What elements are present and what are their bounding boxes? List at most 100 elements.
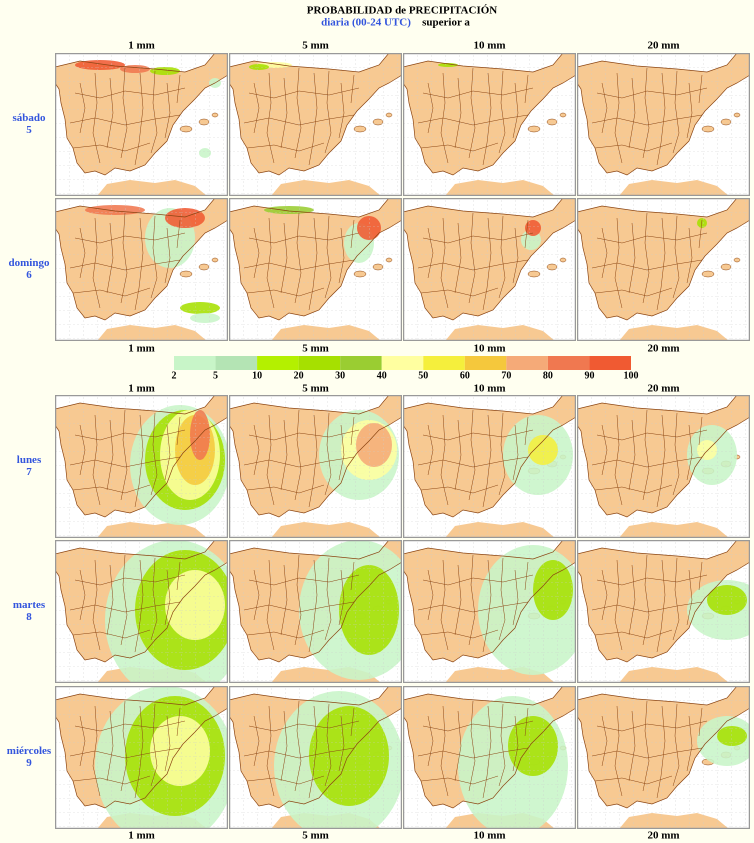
province-border <box>672 557 680 641</box>
map-panel <box>577 53 750 196</box>
province-border <box>417 601 529 613</box>
province-border <box>74 720 186 732</box>
province-border <box>74 232 186 244</box>
province-border <box>74 429 186 441</box>
map-panel <box>229 540 402 683</box>
province-border <box>440 705 449 797</box>
province-border <box>642 700 650 792</box>
map-panel <box>577 395 750 538</box>
province-border <box>164 82 171 139</box>
province-border <box>482 217 492 311</box>
grid <box>403 53 576 196</box>
grid <box>229 540 402 683</box>
panel-border <box>577 540 750 683</box>
column-label: 5 mm <box>302 830 329 842</box>
coastline <box>403 198 576 321</box>
province-border <box>420 484 499 494</box>
legend-tick-label: 20 <box>294 370 304 381</box>
coastline <box>55 540 228 663</box>
province-border <box>324 412 332 496</box>
coastline <box>403 395 576 518</box>
province-border <box>614 414 623 506</box>
coastline <box>229 198 402 321</box>
legend-tick-label: 60 <box>460 370 470 381</box>
province-border <box>150 703 158 787</box>
province-border <box>656 559 666 653</box>
province-border <box>628 564 636 636</box>
province-border <box>440 559 449 651</box>
province-border <box>672 412 680 496</box>
legend-swatch <box>381 356 424 370</box>
province-border <box>498 412 506 496</box>
column-label: 5 mm <box>302 383 329 395</box>
coastline <box>55 395 228 518</box>
province-border <box>596 87 708 99</box>
province-border <box>120 67 128 159</box>
row-date: 7 <box>26 466 32 478</box>
row-day: martes <box>13 599 46 611</box>
province-border <box>594 484 673 494</box>
row-day: sábado <box>12 112 46 124</box>
panel-border <box>577 686 750 829</box>
column-label: 1 mm <box>128 383 155 395</box>
province-border <box>656 72 666 166</box>
column-label: 20 mm <box>647 830 679 842</box>
province-border <box>280 419 288 491</box>
map-panel <box>577 198 750 341</box>
province-border <box>427 424 434 476</box>
province-border <box>698 707 703 737</box>
province-border <box>246 629 325 639</box>
province-border <box>417 114 529 126</box>
province-border <box>422 574 534 586</box>
coastline <box>55 198 228 321</box>
province-border <box>642 212 650 304</box>
province-border <box>686 715 693 772</box>
grid <box>577 53 750 196</box>
province-border <box>79 715 86 767</box>
grid <box>403 395 576 538</box>
province-border <box>164 569 171 626</box>
province-border <box>417 259 529 271</box>
province-border <box>294 700 302 792</box>
coastline <box>577 686 750 809</box>
province-border <box>280 77 288 149</box>
province-border <box>294 212 302 304</box>
legend-tick-label: 2 <box>172 370 177 381</box>
legend-swatch <box>257 356 299 370</box>
province-border <box>243 601 355 613</box>
province-border <box>176 707 181 737</box>
province-border <box>422 232 534 244</box>
grid <box>403 686 576 829</box>
province-border <box>294 67 302 159</box>
province-border <box>106 564 114 636</box>
province-border <box>72 142 151 152</box>
panel-border <box>577 198 750 341</box>
grid <box>403 540 576 683</box>
province-border <box>134 217 144 311</box>
grid <box>55 53 228 196</box>
panel-border <box>403 540 576 683</box>
coastline <box>403 540 576 663</box>
map-panel <box>403 686 576 829</box>
map-panel <box>55 395 228 538</box>
map-panel <box>229 686 402 829</box>
legend-swatch <box>589 356 631 370</box>
coastline <box>577 198 750 321</box>
legend-swatch <box>464 356 507 370</box>
legend-tick-label: 70 <box>501 370 511 381</box>
panel-border <box>55 540 228 683</box>
row-date: 5 <box>26 124 32 136</box>
coastline <box>55 686 228 809</box>
map-panel <box>55 198 228 341</box>
province-border <box>324 70 332 154</box>
legend-swatch <box>547 356 590 370</box>
province-border <box>427 82 434 134</box>
province-border <box>338 715 345 772</box>
province-border <box>420 629 499 639</box>
province-border <box>164 227 171 284</box>
province-border <box>420 775 499 785</box>
province-border <box>266 72 275 164</box>
province-border <box>92 705 101 797</box>
province-border <box>253 227 260 279</box>
legend-tick-label: 30 <box>335 370 345 381</box>
